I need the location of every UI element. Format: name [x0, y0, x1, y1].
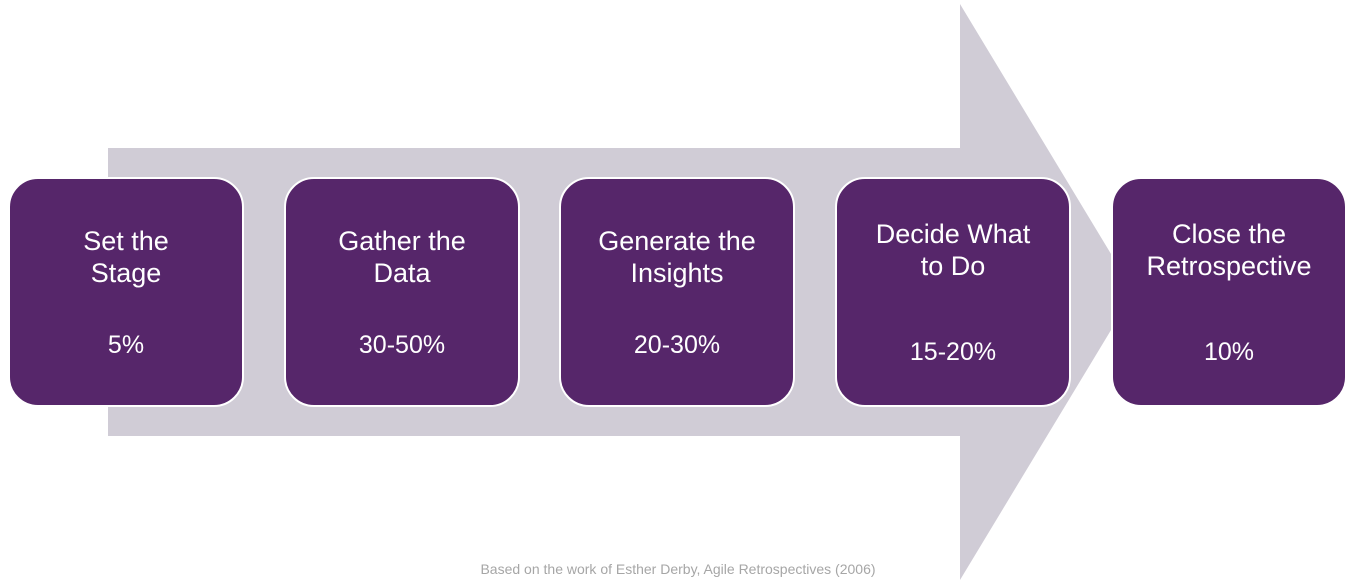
stage-percent: 30-50% [358, 331, 446, 359]
stage-set-the-stage: Set the Stage 5% [8, 177, 244, 407]
stage-generate-the-insights: Generate the Insights 20-30% [559, 177, 795, 407]
source-credit: Based on the work of Esther Derby, Agile… [480, 561, 876, 577]
stage-title: Close the Retrospective [1146, 219, 1312, 281]
stage-close-the-retrospective: Close the Retrospective 10% [1111, 177, 1347, 407]
stage-percent: 10% [1203, 338, 1255, 366]
stage-title: Decide What to Do [875, 219, 1031, 281]
stage-percent: 15-20% [909, 338, 997, 366]
stage-gather-the-data: Gather the Data 30-50% [284, 177, 520, 407]
stage-title: Set the Stage [83, 226, 169, 288]
stage-title: Gather the Data [338, 226, 466, 288]
stage-title: Generate the Insights [598, 226, 756, 288]
stage-percent: 20-30% [633, 331, 721, 359]
stage-decide-what-to-do: Decide What to Do 15-20% [835, 177, 1071, 407]
stage-percent: 5% [107, 331, 145, 359]
